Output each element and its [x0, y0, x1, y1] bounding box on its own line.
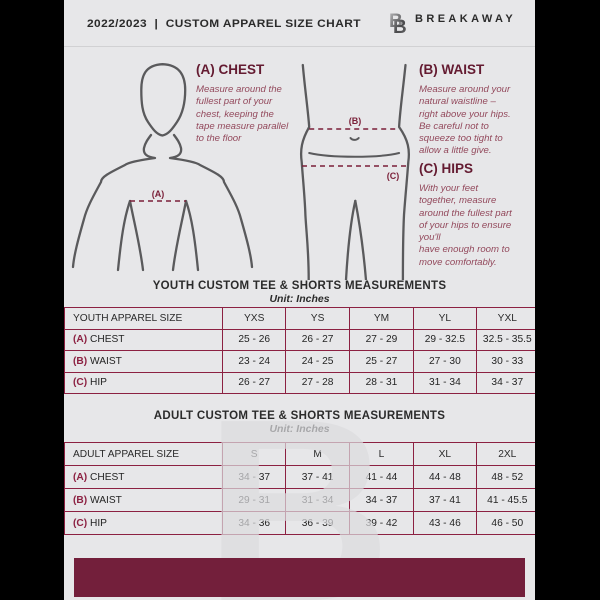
svg-text:(B): (B) — [349, 116, 362, 126]
svg-text:(A): (A) — [152, 189, 165, 199]
svg-text:(C): (C) — [387, 171, 400, 181]
